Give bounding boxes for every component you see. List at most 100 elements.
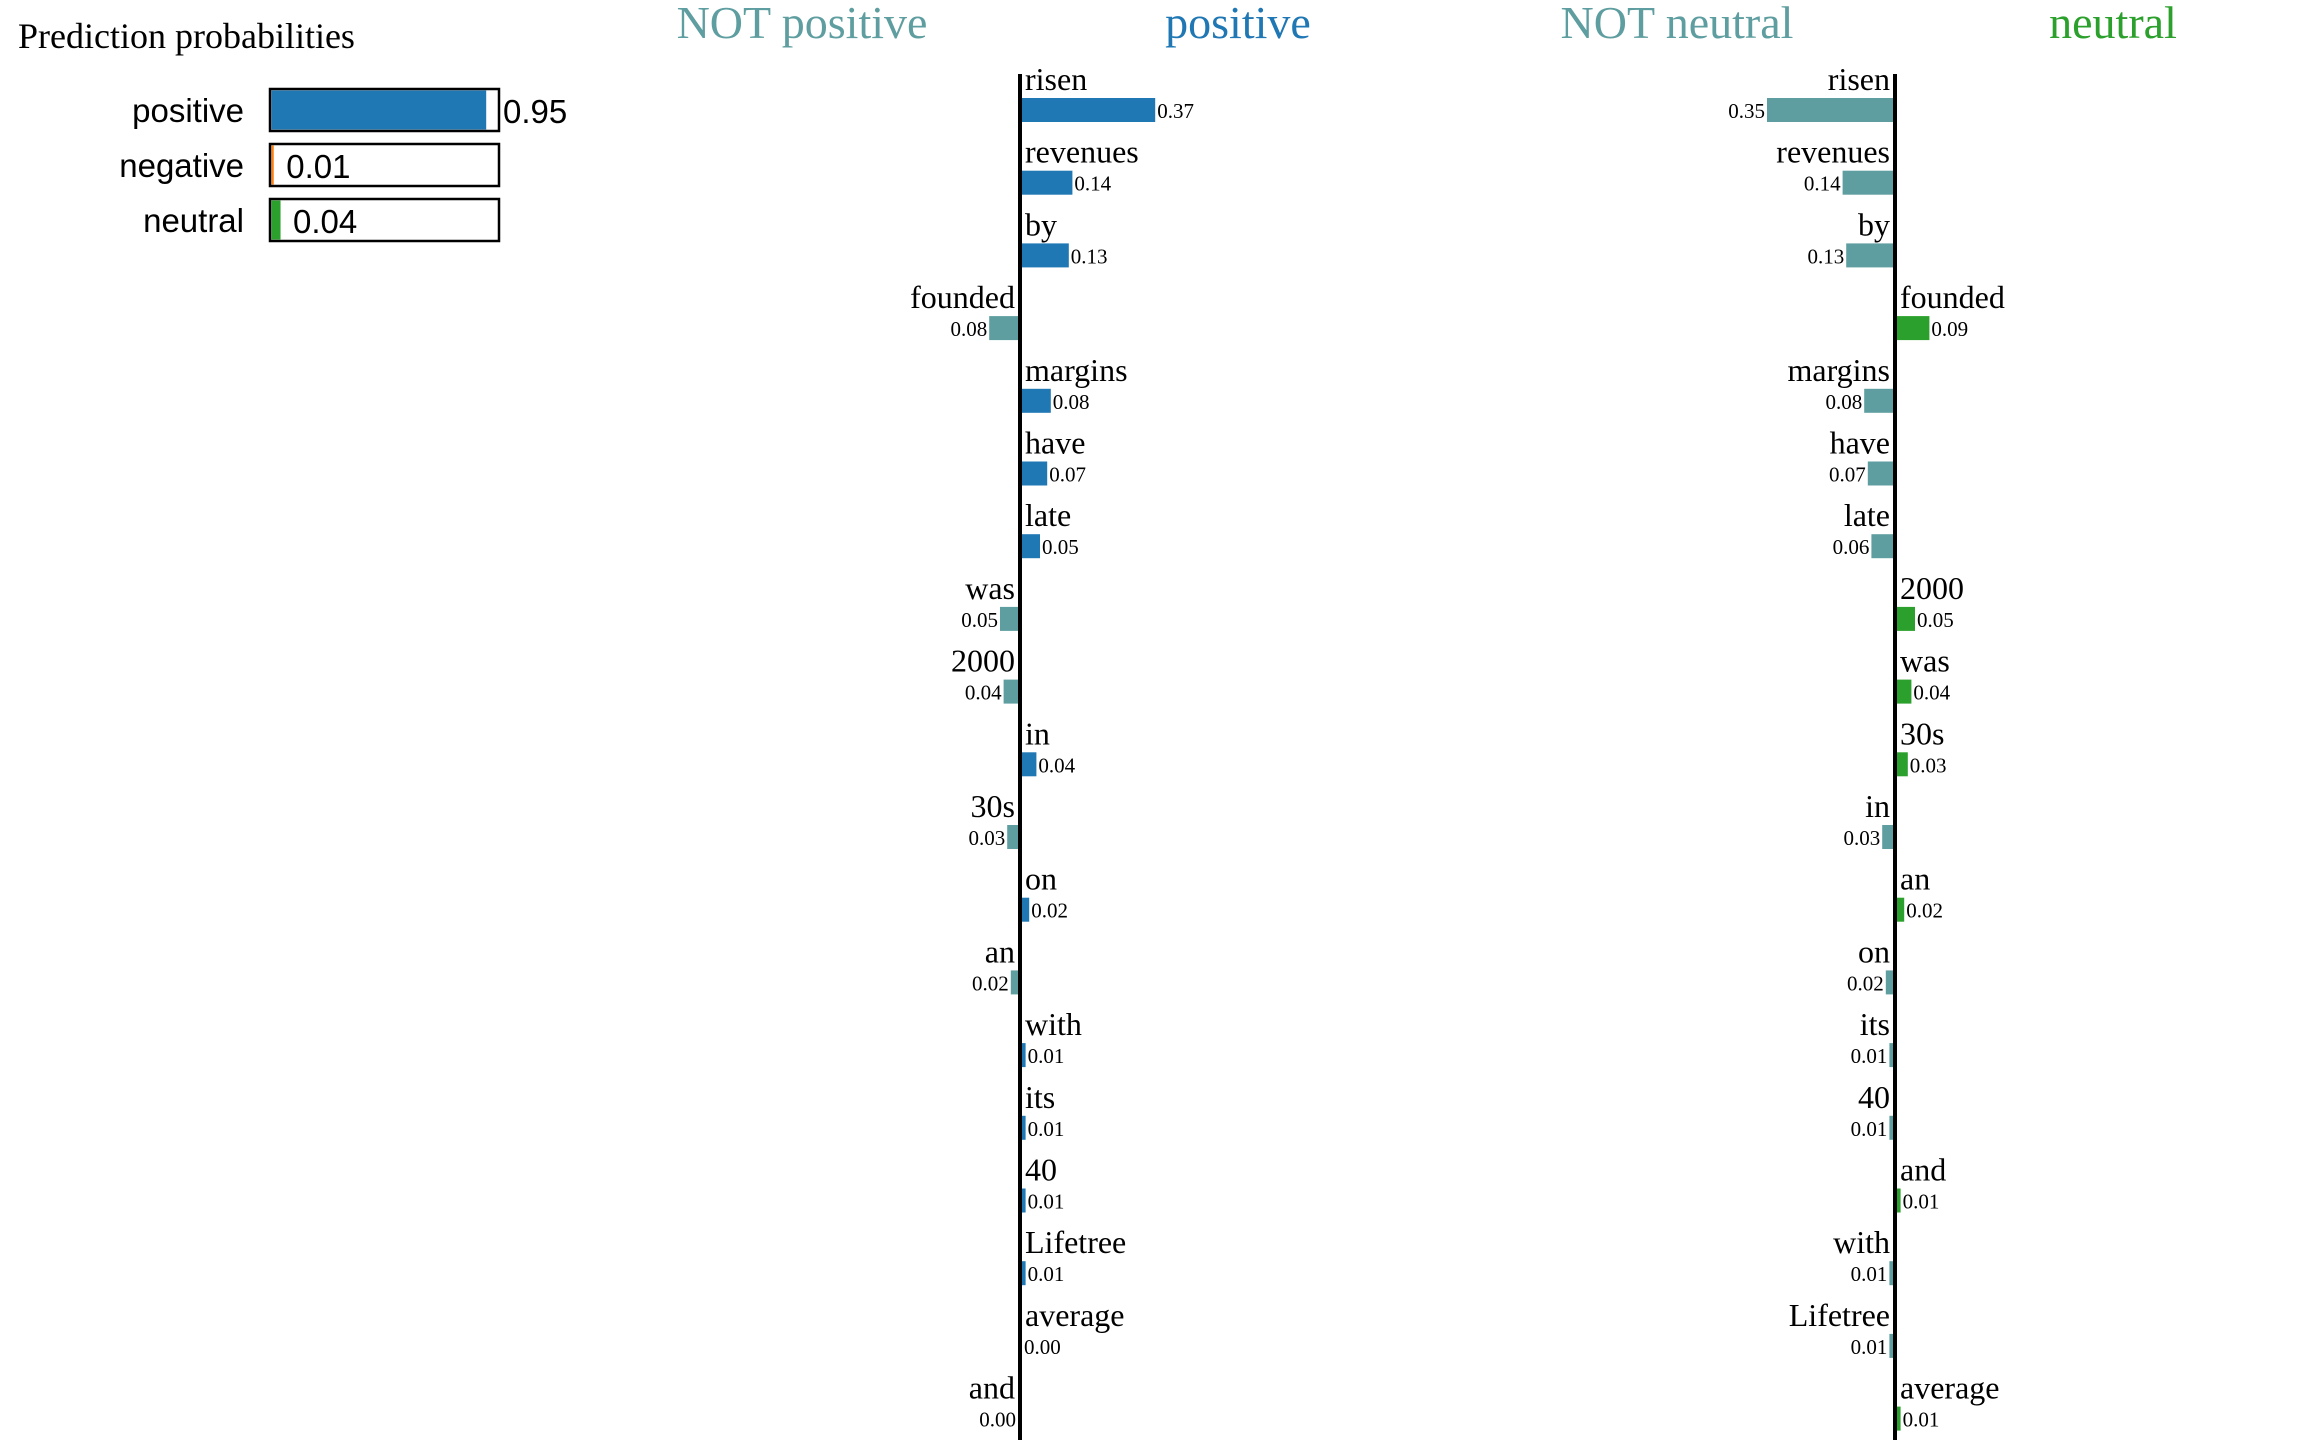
probability-bar-negative xyxy=(271,145,274,185)
positive-chart-value-12: 0.02 xyxy=(1031,899,1068,923)
prediction-probability-bars: positive 0.95 negative 0.01 neutral 0.04 xyxy=(119,87,567,243)
neutral-chart-value-19: 0.01 xyxy=(1903,1408,1940,1432)
positive-chart-bar-8 xyxy=(1000,606,1018,631)
neutral-chart-value-4: 0.09 xyxy=(1931,317,1968,341)
neutral-chart-bar-3 xyxy=(1846,243,1893,268)
neutral-chart-word-15: 40 xyxy=(1858,1079,1890,1115)
positive-chart-value-13: 0.02 xyxy=(972,971,1009,995)
prediction-probabilities-title: Prediction probabilities xyxy=(18,16,355,56)
positive-chart-bar-5 xyxy=(1022,388,1051,413)
neutral-chart-bar-6 xyxy=(1867,461,1893,486)
positive-chart-value-9: 0.04 xyxy=(965,681,1002,705)
positive-chart-bar-11 xyxy=(1007,825,1018,849)
neutral-chart-value-17: 0.01 xyxy=(1851,1262,1888,1286)
neutral-chart-value-13: 0.02 xyxy=(1847,971,1884,995)
neutral-chart-value-14: 0.01 xyxy=(1851,1044,1888,1068)
positive-chart-value-10: 0.04 xyxy=(1038,753,1075,777)
positive-chart-bar-6 xyxy=(1022,461,1048,486)
probability-box-positive xyxy=(268,87,501,133)
neutral-chart-value-5: 0.08 xyxy=(1825,390,1862,414)
positive-chart-word-11: 30s xyxy=(971,788,1015,824)
positive-chart-value-4: 0.08 xyxy=(950,317,987,341)
positive-chart-word-2: revenues xyxy=(1025,134,1139,170)
probability-box-neutral xyxy=(268,197,501,243)
positive-chart-bar-9 xyxy=(1003,679,1018,704)
probability-box-negative xyxy=(268,142,501,188)
positive-chart-word-18: average xyxy=(1025,1297,1124,1333)
neutral-chart-word-4: founded xyxy=(1900,279,2005,315)
positive-chart-value-1: 0.37 xyxy=(1157,99,1194,123)
positive-chart-bar-16 xyxy=(1022,1188,1026,1213)
probability-bar-neutral xyxy=(271,200,281,240)
positive-chart-right-header: positive xyxy=(1165,0,1311,48)
positive-chart-left-header: NOT positive xyxy=(677,0,928,48)
positive-chart-value-8: 0.05 xyxy=(961,608,998,632)
positive-chart-word-5: margins xyxy=(1025,352,1128,388)
neutral-chart-value-16: 0.01 xyxy=(1903,1190,1940,1214)
probability-label-positive: positive xyxy=(132,92,244,129)
neutral-chart-bar-8 xyxy=(1897,606,1915,631)
positive-chart-value-17: 0.01 xyxy=(1028,1262,1065,1286)
positive-chart-value-2: 0.14 xyxy=(1074,172,1111,196)
positive-chart-word-17: Lifetree xyxy=(1025,1224,1126,1260)
neutral-chart-bar-15 xyxy=(1889,1115,1893,1140)
neutral-chart-word-19: average xyxy=(1900,1370,1999,1406)
probability-value-positive: 0.95 xyxy=(503,93,567,130)
neutral-chart-value-15: 0.01 xyxy=(1851,1117,1888,1141)
positive-chart-bar-10 xyxy=(1022,752,1037,777)
positive-chart-bar-14 xyxy=(1022,1043,1026,1068)
positive-chart-word-15: its xyxy=(1025,1079,1055,1115)
neutral-chart-value-2: 0.14 xyxy=(1804,172,1841,196)
neutral-chart-word-3: by xyxy=(1858,206,1890,242)
positive-chart-bar-4 xyxy=(989,316,1018,341)
positive-chart-word-3: by xyxy=(1025,206,1057,242)
positive-chart-word-1: risen xyxy=(1025,61,1087,97)
neutral-chart-word-11: in xyxy=(1865,788,1890,824)
positive-chart-word-6: have xyxy=(1025,425,1085,461)
neutral-chart-value-11: 0.03 xyxy=(1843,826,1880,850)
probability-value-negative: 0.01 xyxy=(286,148,350,185)
neutral-chart-bar-18 xyxy=(1889,1333,1893,1358)
neutral-chart-bar-1 xyxy=(1767,98,1893,122)
probability-label-neutral: neutral xyxy=(143,202,244,239)
positive-chart-bar-12 xyxy=(1022,897,1030,922)
positive-chart-value-6: 0.07 xyxy=(1049,463,1086,487)
positive-chart-word-12: on xyxy=(1025,861,1057,897)
positive-chart-bar-7 xyxy=(1022,534,1040,559)
neutral-chart-word-13: on xyxy=(1858,933,1890,969)
neutral-chart-value-6: 0.07 xyxy=(1829,463,1866,487)
neutral-chart-word-16: and xyxy=(1900,1152,1946,1188)
positive-chart-word-8: was xyxy=(965,570,1015,606)
neutral-chart-value-12: 0.02 xyxy=(1906,899,1943,923)
neutral-chart-word-7: late xyxy=(1844,497,1890,533)
neutral-chart-word-9: was xyxy=(1900,643,1950,679)
neutral-chart-value-3: 0.13 xyxy=(1807,244,1844,268)
neutral-chart-word-14: its xyxy=(1860,1006,1890,1042)
neutral-chart-bar-12 xyxy=(1897,897,1905,922)
probability-bar-positive xyxy=(271,90,487,130)
positive-chart-word-10: in xyxy=(1025,715,1050,751)
positive-chart-word-14: with xyxy=(1025,1006,1082,1042)
neutral-chart-value-8: 0.05 xyxy=(1917,608,1954,632)
positive-chart-value-15: 0.01 xyxy=(1028,1117,1065,1141)
positive-chart-bar-3 xyxy=(1022,243,1069,268)
positive-chart-value-16: 0.01 xyxy=(1028,1190,1065,1214)
positive-chart-value-7: 0.05 xyxy=(1042,535,1079,559)
positive-chart-word-9: 2000 xyxy=(951,643,1015,679)
neutral-chart-value-7: 0.06 xyxy=(1833,535,1870,559)
neutral-chart-word-17: with xyxy=(1833,1224,1890,1260)
positive-chart-bar-13 xyxy=(1010,970,1018,995)
neutral-chart-word-2: revenues xyxy=(1776,134,1890,170)
positive-chart-value-11: 0.03 xyxy=(968,826,1005,850)
neutral-chart-bar-11 xyxy=(1882,825,1893,849)
neutral-chart-bar-2 xyxy=(1842,170,1893,195)
neutral-chart-bar-14 xyxy=(1889,1043,1893,1068)
neutral-chart-bar-13 xyxy=(1885,970,1893,995)
neutral-chart-right-header: neutral xyxy=(2049,0,2177,48)
neutral-chart-word-1: risen xyxy=(1828,61,1890,97)
neutral-chart-word-12: an xyxy=(1900,861,1930,897)
positive-chart-bar-1 xyxy=(1022,98,1156,122)
positive-chart-word-4: founded xyxy=(910,279,1015,315)
